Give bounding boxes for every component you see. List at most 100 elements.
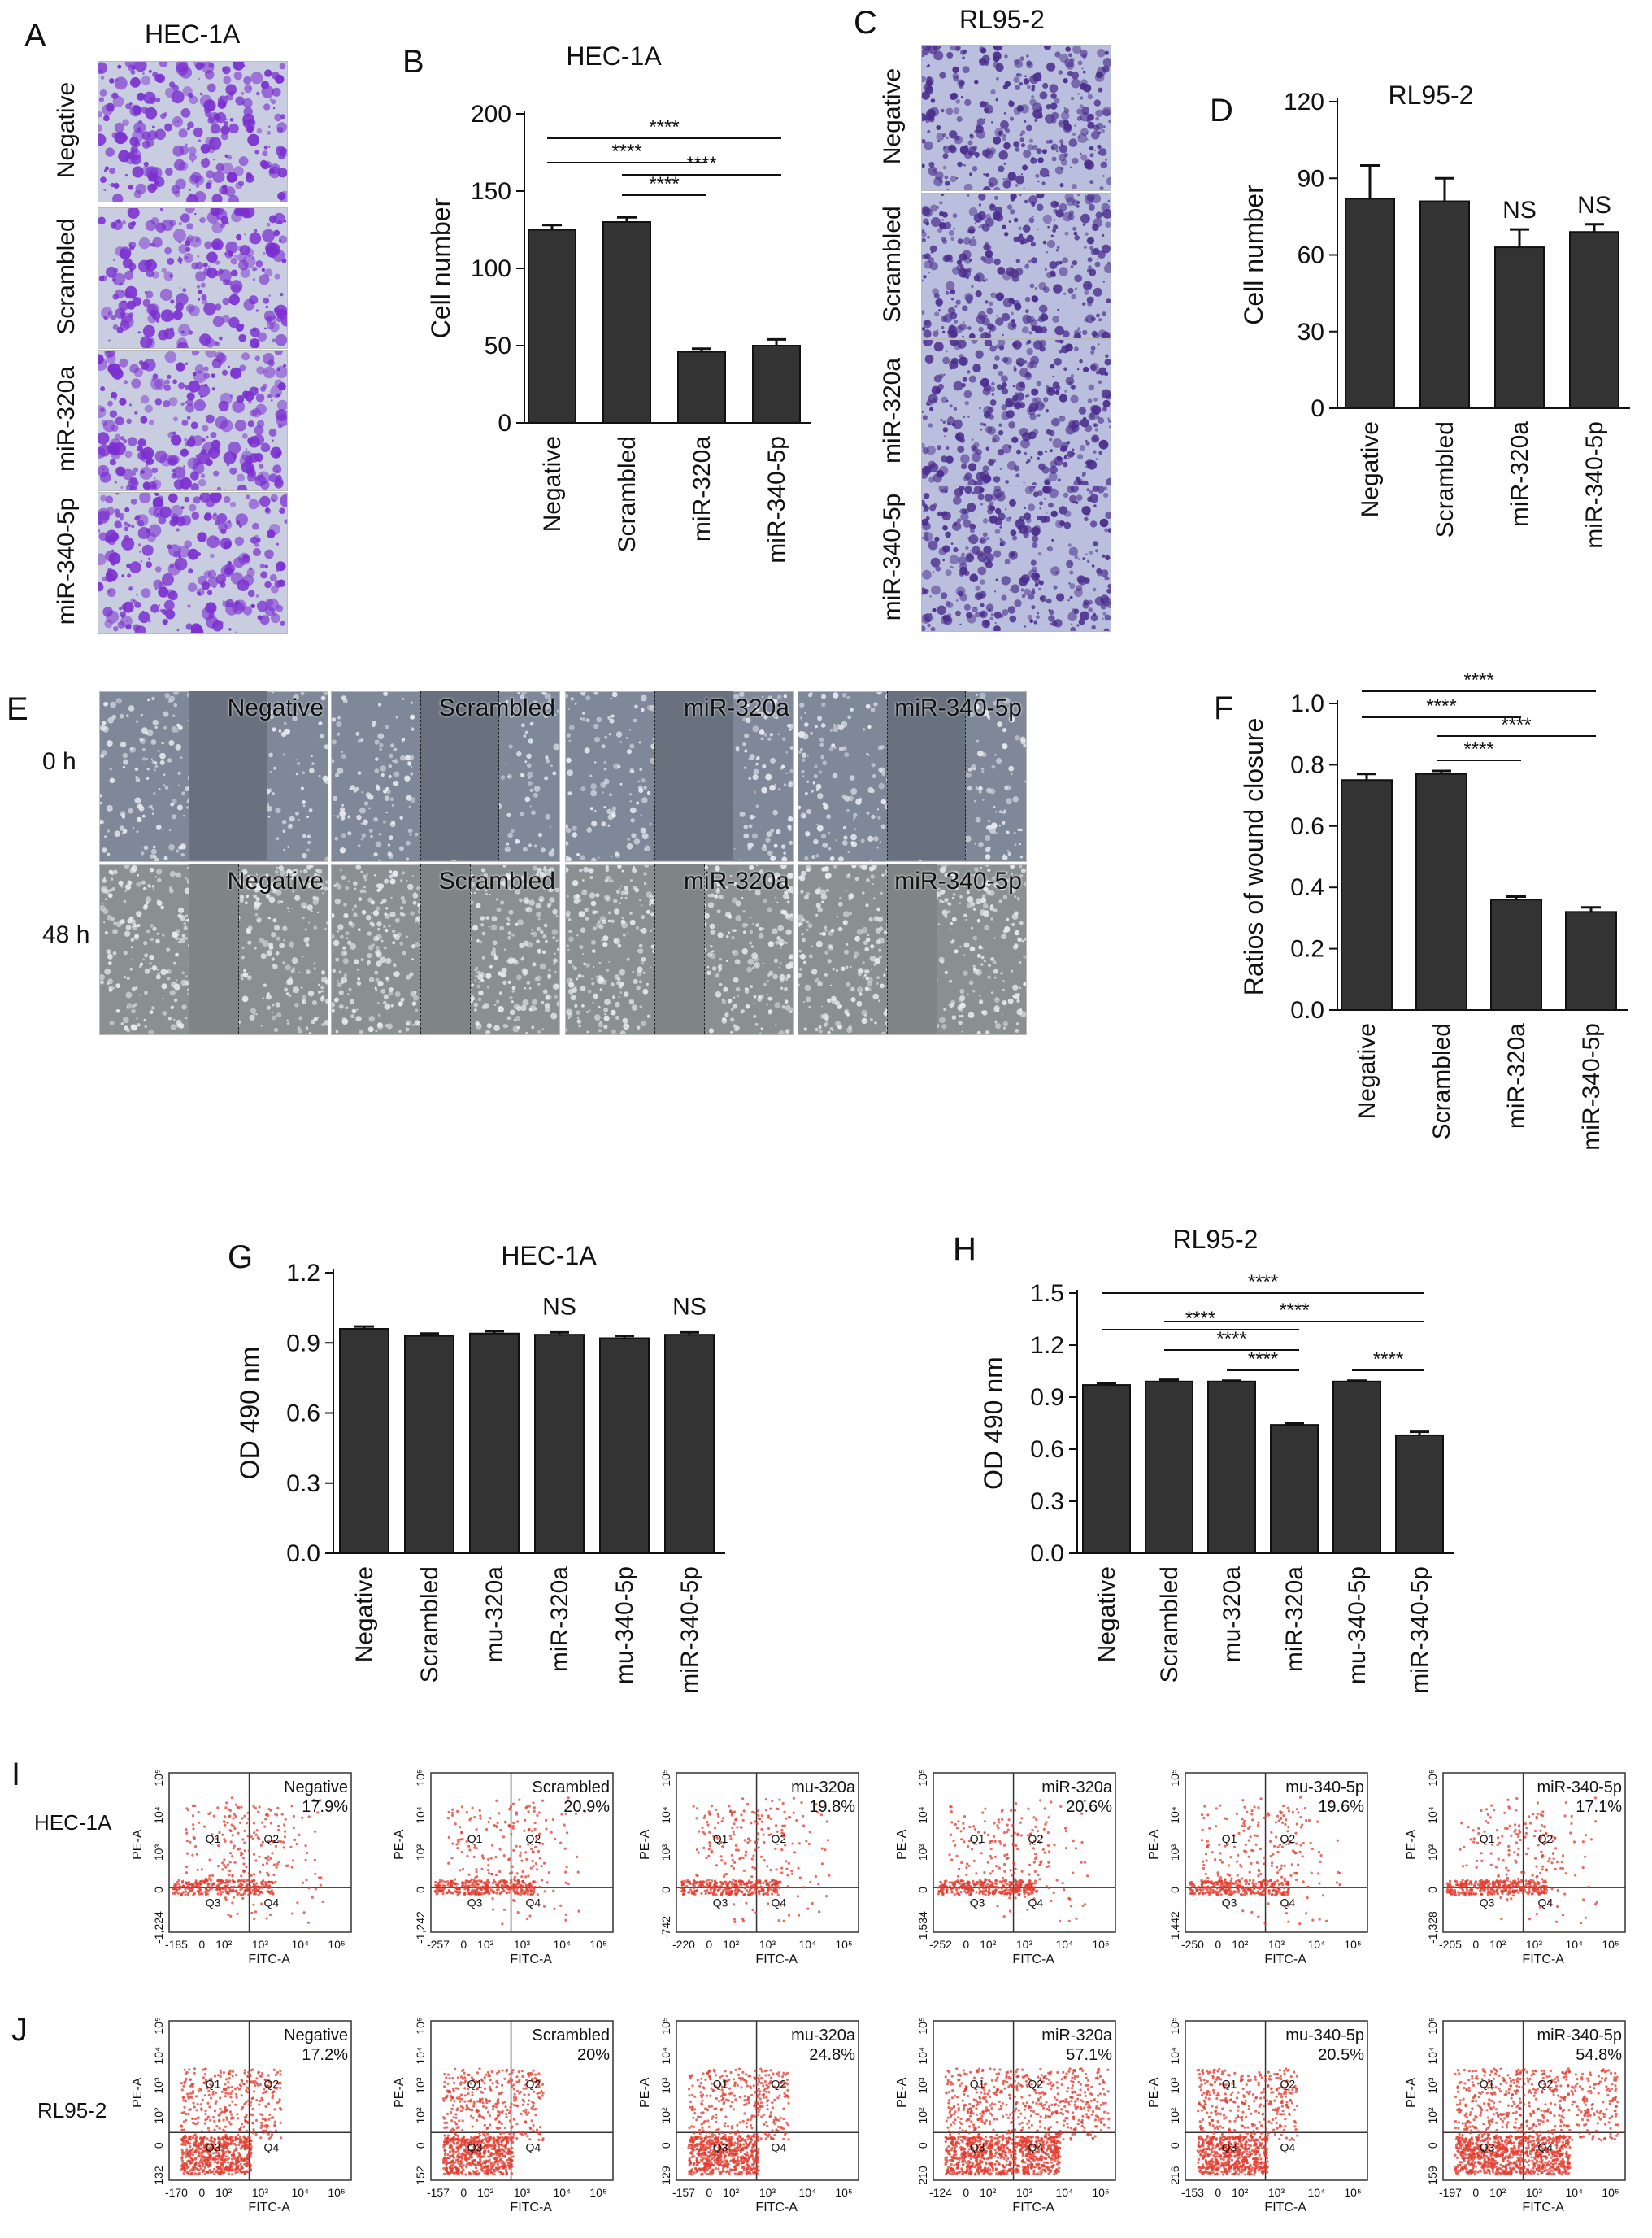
quadrant-q3: Q3 — [1480, 1896, 1495, 1909]
ns-label-d-2: NS — [1577, 192, 1611, 219]
flow-x-tick-2: 0 — [706, 1938, 712, 1951]
flow-plot-j-1: Q1 Q2 Q3 Q4 Negative 17.2% -170 0 10² 10³ 10⁴ 10⁵ FI… — [131, 2017, 352, 2214]
micrograph-a-3 — [98, 350, 288, 491]
x-tick-label-g-5: mu-340-5p — [611, 1566, 638, 1684]
flow-x-tick-4: 10³ — [252, 1938, 269, 1951]
flow-condition-label: miR-320a — [1041, 2027, 1113, 2044]
flow-x-axis-label: FITC-A — [755, 1953, 798, 1966]
y-tick-label-h-4: 1.2 — [1030, 1332, 1064, 1359]
wound-condition-label-1-3: miR-320a — [683, 694, 789, 721]
sig-label-h-2: **** — [1185, 1308, 1215, 1330]
flow-x-tick-6: 10⁵ — [835, 2186, 852, 2199]
flow-x-tick-6: 10⁵ — [589, 1938, 606, 1951]
quadrant-q1: Q1 — [467, 1832, 483, 1845]
flow-frame — [1442, 2020, 1626, 2181]
x-tick-label-f-3: miR-320a — [1503, 1023, 1530, 1129]
quadrant-q4: Q4 — [771, 1896, 786, 1909]
flow-x-tick-4: 10³ — [1016, 1938, 1033, 1951]
flow-y-tick-6: 10⁵ — [1168, 2017, 1181, 2034]
flow-y-tick-5: 10⁵ — [659, 1769, 672, 1786]
flow-x-tick-3: 10² — [477, 1938, 494, 1951]
y-tick-label-b-3: 150 — [471, 178, 511, 205]
quadrant-q2: Q2 — [263, 1832, 279, 1845]
row-label-a-1: Negative — [53, 81, 80, 179]
flow-x-tick-4: 10³ — [1526, 2186, 1543, 2199]
quadrant-q1: Q1 — [1480, 1832, 1495, 1845]
flow-x-tick-5: 10⁴ — [1565, 1938, 1583, 1951]
x-tick-label-f-2: Scrambled — [1428, 1023, 1455, 1139]
flow-y-tick-1: -1,534 — [916, 1911, 929, 1944]
quadrant-q1: Q1 — [970, 1832, 985, 1845]
flow-x-tick-2: 0 — [1215, 1938, 1221, 1951]
row-label-a-4: miR-340-5p — [53, 497, 80, 625]
flow-plot-i-3: Q1 Q2 Q3 Q4 mu-320a 19.8% -220 0 10² 10³ 10⁴ 10⁵ FIT… — [638, 1769, 859, 1966]
sig-label-h-4: **** — [1216, 1328, 1246, 1350]
flow-x-tick-3: 10² — [723, 2186, 740, 2199]
flow-y-tick-1: 159 — [1426, 2166, 1439, 2185]
x-tick-label-g-6: miR-340-5p — [676, 1566, 703, 1694]
flow-y-tick-3: 10³ — [1426, 1844, 1439, 1861]
flow-plot-i-6: Q1 Q2 Q3 Q4 miR-340-5p 17.1% -205 0 10² 10³ 10⁴ 10⁵… — [1405, 1769, 1626, 1966]
y-axis-label-f: Ratios of wound closure — [1239, 718, 1268, 996]
micrograph-a-2 — [98, 207, 288, 349]
ns-label-g-2: NS — [672, 1293, 706, 1320]
flow-x-tick-3: 10² — [215, 1938, 233, 1951]
sig-label-h-3: **** — [1279, 1300, 1309, 1321]
x-tick-label-b-4: miR-340-5p — [763, 436, 790, 564]
flow-x-tick-5: 10⁴ — [798, 2186, 816, 2199]
flow-plot-i-4: Q1 Q2 Q3 Q4 miR-320a 20.6% -252 0 10² 10³ 10⁴ 10⁵ FI… — [895, 1769, 1116, 1966]
bar-g-1 — [339, 1328, 389, 1554]
sig-label-f-4: **** — [1463, 738, 1493, 760]
flow-y-axis-label: PE-A — [895, 1829, 909, 1860]
quadrant-q4: Q4 — [1280, 2141, 1295, 2154]
row-label-c-1: Negative — [879, 67, 906, 165]
quadrant-q1: Q1 — [713, 1832, 728, 1845]
wound-condition-label-1-1: Negative — [227, 694, 324, 721]
ns-label-d-1: NS — [1502, 197, 1537, 224]
panel-letter-h: H — [953, 1231, 976, 1267]
y-tick-label-h-0: 0.0 — [1030, 1540, 1064, 1567]
flow-y-axis-label: PE-A — [638, 1829, 652, 1860]
flow-plot-j-2: Q1 Q2 Q3 Q4 Scrambled 20% -157 0 10² 10³ 10⁴ 10⁵ FIT… — [393, 2017, 614, 2214]
quadrant-q3: Q3 — [970, 2141, 985, 2154]
flow-y-tick-1: -1,442 — [1168, 1911, 1181, 1944]
flow-y-tick-5: 10⁵ — [916, 1769, 929, 1786]
flow-condition-label: mu-340-5p — [1285, 1779, 1364, 1796]
chart-d: D RL95-2 0 30 60 90 120 Cell number Negative Scra… — [1210, 81, 1630, 549]
flow-percent-label: 19.6% — [1318, 1798, 1364, 1816]
flow-percent-label: 54.8% — [1576, 2046, 1622, 2064]
y-axis-label-d: Cell number — [1239, 185, 1268, 325]
bar-f-3 — [1490, 899, 1542, 1012]
bar-h-2 — [1145, 1380, 1193, 1555]
y-axis-label-b: Cell number — [426, 198, 455, 338]
wound-condition-label-2-3: miR-320a — [683, 868, 789, 895]
flow-condition-label: Negative — [284, 1779, 348, 1796]
flow-y-tick-4: 10³ — [152, 2077, 165, 2094]
flow-frame — [430, 1772, 614, 1933]
quadrant-q3: Q3 — [467, 2141, 483, 2154]
flow-y-tick-3: 10³ — [916, 1844, 929, 1861]
quadrant-q2: Q2 — [1280, 1832, 1295, 1845]
y-tick-label-b-1: 50 — [485, 333, 511, 359]
quadrant-q4: Q4 — [1028, 2141, 1043, 2154]
flow-condition-label: Negative — [284, 2027, 348, 2044]
sig-label-b-1: **** — [649, 116, 679, 138]
quadrant-q1: Q1 — [206, 1832, 221, 1845]
x-tick-label-h-3: mu-320a — [1219, 1566, 1246, 1663]
flow-frame — [1442, 1772, 1626, 1933]
panel-a-title: HEC-1A — [145, 20, 241, 49]
flow-x-tick-2: 0 — [460, 2186, 467, 2199]
x-tick-label-d-2: Scrambled — [1432, 421, 1459, 538]
flow-plot-i-1: Q1 Q2 Q3 Q4 Negative 17.9% -185 0 10² 10³ 10⁴ 10⁵ FI… — [131, 1769, 352, 1966]
flow-y-tick-3: 10³ — [659, 1844, 672, 1861]
chart-title-d: RL95-2 — [1389, 81, 1474, 110]
flow-condition-label: miR-340-5p — [1537, 2027, 1622, 2044]
quadrant-q4: Q4 — [263, 2141, 279, 2154]
panel-j-row-label: RL95-2 — [37, 2098, 107, 2123]
quadrant-q3: Q3 — [970, 1896, 985, 1909]
quadrant-q1: Q1 — [1222, 2077, 1237, 2090]
flow-y-tick-6: 10⁵ — [659, 2017, 672, 2034]
y-tick-label-f-1: 0.2 — [1290, 936, 1324, 963]
flow-x-tick-4: 10³ — [759, 2186, 776, 2199]
flow-y-tick-1: 132 — [152, 2166, 165, 2185]
